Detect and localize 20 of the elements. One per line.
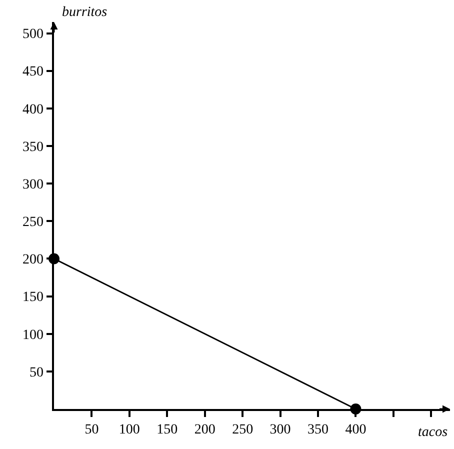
y-tick-label: 500	[22, 27, 44, 42]
y-tick-label: 200	[22, 252, 44, 268]
x-tick-label: 100	[118, 422, 140, 438]
y-tick-label: 300	[22, 177, 44, 192]
x-tick-label: 300	[270, 422, 291, 438]
y-tick-label: 400	[22, 102, 44, 118]
x-tick-label: 50	[84, 422, 99, 438]
y-tick-label: 150	[22, 290, 44, 306]
y-tick-label: 350	[22, 140, 44, 155]
x-tick-label: 250	[232, 422, 254, 438]
x-tick-label: 200	[194, 422, 216, 438]
y-tick-label: 100	[22, 328, 44, 343]
y-tick-label: 50	[29, 365, 44, 380]
y-tick-label: 450	[22, 64, 44, 80]
x-tick-label: 150	[156, 422, 178, 438]
x-tick-label: 400	[345, 422, 366, 438]
x-axis-title: tacos	[418, 425, 448, 440]
x-tick-label: 350	[308, 422, 328, 438]
y-axis-title: burritos	[62, 5, 108, 20]
y-tick-label: 250	[22, 215, 44, 230]
